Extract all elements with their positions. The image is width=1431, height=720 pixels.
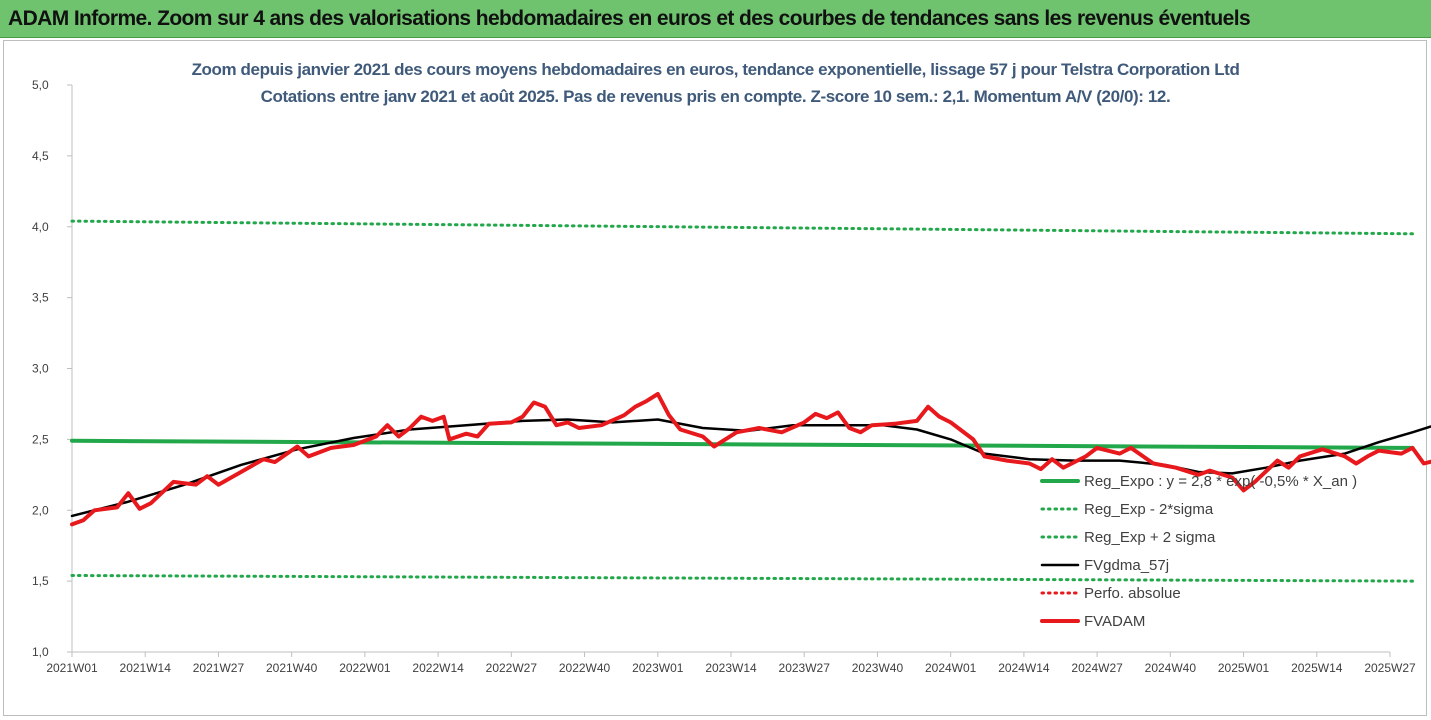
legend-label: FVADAM [1084,613,1145,630]
y-tick-label: 5,0 [32,78,49,92]
x-tick-label: 2022W14 [412,661,464,675]
report-banner: ADAM Informe. Zoom sur 4 ans des valoris… [0,0,1431,38]
y-tick-label: 4,0 [32,220,49,234]
x-tick-label: 2025W27 [1364,661,1416,675]
legend-label: FVgdma_57j [1084,557,1169,574]
x-tick-label: 2024W27 [1071,661,1123,675]
x-tick-label: 2025W01 [1218,661,1270,675]
series-line-3 [70,418,1431,518]
series-line-2 [70,219,1414,236]
series-line-0 [70,438,1415,450]
chart-subtitle: Cotations entre janv 2021 et août 2025. … [260,87,1171,106]
x-tick-label: 2021W27 [193,661,245,675]
x-tick-label: 2023W14 [705,661,757,675]
x-tick-label: 2022W01 [339,661,391,675]
y-tick-label: 1,0 [32,645,49,659]
x-tick-label: 2022W40 [559,661,611,675]
legend-label: Perfo. absolue [1084,585,1181,602]
y-tick-label: 3,0 [32,362,49,376]
x-tick-label: 2025W14 [1291,661,1343,675]
y-tick-label: 2,5 [32,432,49,446]
banner-title: ADAM Informe. Zoom sur 4 ans des valoris… [8,7,1251,30]
x-tick-label: 2024W14 [998,661,1050,675]
y-tick-label: 2,0 [32,503,49,517]
legend-label: Reg_Exp + 2 sigma [1084,529,1216,546]
x-tick-label: 2021W40 [266,661,318,675]
y-tick-label: 3,5 [32,291,49,305]
series-line-5 [70,392,1431,527]
x-tick-label: 2023W40 [852,661,904,675]
x-tick-label: 2023W27 [779,661,831,675]
series-line-1 [70,574,1414,583]
y-tick-label: 4,5 [32,149,49,163]
y-tick-label: 1,5 [32,574,49,588]
x-tick-label: 2022W27 [486,661,538,675]
x-tick-label: 2024W01 [925,661,977,675]
x-tick-label: 2023W01 [632,661,684,675]
legend-label: Reg_Exp - 2*sigma [1084,501,1214,518]
x-tick-label: 2021W01 [46,661,98,675]
x-tick-label: 2021W14 [120,661,172,675]
legend-label: Reg_Expo : y = 2,8 * exp( -0,5% * X_an ) [1084,473,1357,490]
chart-title: Zoom depuis janvier 2021 des cours moyen… [191,60,1240,79]
x-tick-label: 2024W40 [1145,661,1197,675]
chart-area [3,40,1427,716]
